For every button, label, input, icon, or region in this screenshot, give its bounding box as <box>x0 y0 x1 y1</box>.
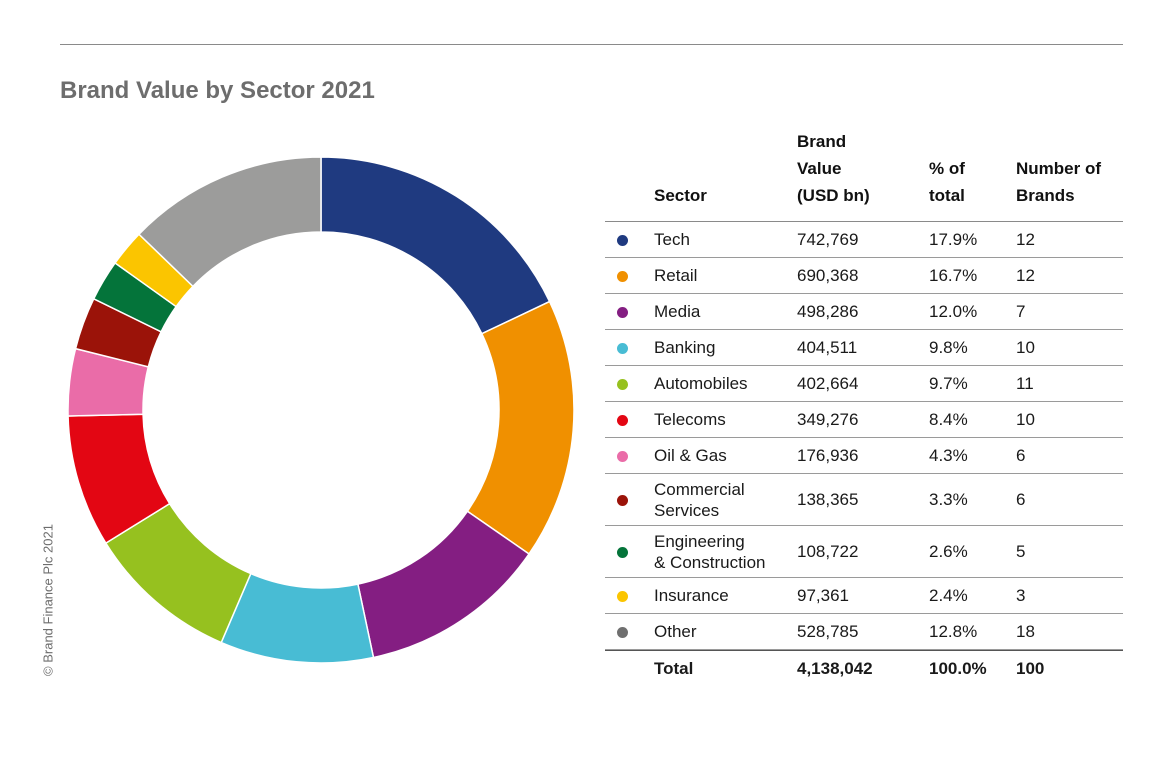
legend-dot-icon <box>617 590 628 602</box>
table-row: Insurance 97,361 2.4% 3 <box>605 578 1123 614</box>
sector-name: Insurance <box>654 586 729 605</box>
table-row: Media 498,286 12.0% 7 <box>605 294 1123 330</box>
legend-dot-icon <box>617 270 628 282</box>
brand-count: 6 <box>1016 446 1026 465</box>
table-row: Banking 404,511 9.8% 10 <box>605 330 1123 366</box>
percent-of-total: 8.4% <box>929 410 968 429</box>
brand-value: 176,936 <box>797 446 859 465</box>
sector-name: Banking <box>654 338 716 357</box>
total-label: Total <box>654 659 694 678</box>
sector-name: Engineering & Construction <box>654 531 766 572</box>
table-row: Automobiles 402,664 9.7% 11 <box>605 366 1123 402</box>
legend-dot-icon <box>617 494 628 506</box>
table-header: Sector Brand Value (USD bn) % of total N… <box>605 132 1123 222</box>
sector-name: Automobiles <box>654 374 748 393</box>
brand-count: 10 <box>1016 338 1035 357</box>
brand-value: 402,664 <box>797 374 859 393</box>
legend-dot-icon <box>617 234 628 246</box>
total-row: Total 4,138,042 100.0% 100 <box>605 651 1123 687</box>
percent-of-total: 4.3% <box>929 446 968 465</box>
sector-name: Retail <box>654 266 698 285</box>
legend-dot-icon <box>617 306 628 318</box>
table-body: Tech 742,769 17.9% 12 Retail 690,368 16.7% 12 Me… <box>605 222 1123 650</box>
brand-value: 742,769 <box>797 230 859 249</box>
brand-count: 7 <box>1016 302 1026 321</box>
brand-value: 138,365 <box>797 490 859 509</box>
table-row: Oil & Gas 176,936 4.3% 6 <box>605 438 1123 474</box>
brand-value: 498,286 <box>797 302 859 321</box>
legend-dot-icon <box>617 378 628 390</box>
brand-count: 11 <box>1016 374 1034 393</box>
legend-dot-icon <box>617 414 628 426</box>
sector-name: Other <box>654 622 697 641</box>
table-row: Telecoms 349,276 8.4% 10 <box>605 402 1123 438</box>
percent-of-total: 2.6% <box>929 542 968 561</box>
top-rule <box>60 44 1123 45</box>
percent-of-total: 9.8% <box>929 338 968 357</box>
donut-slice-retail <box>466 300 575 555</box>
brand-count: 18 <box>1016 622 1035 641</box>
donut-chart <box>67 156 575 664</box>
table-row: Other 528,785 12.8% 18 <box>605 614 1123 650</box>
sector-name: Oil & Gas <box>654 446 727 465</box>
percent-of-total: 12.8% <box>929 622 978 641</box>
legend-dot-icon <box>617 626 628 638</box>
brand-count: 6 <box>1016 490 1026 509</box>
brand-count: 10 <box>1016 410 1035 429</box>
percent-of-total: 9.7% <box>929 374 968 393</box>
total-count: 100 <box>1016 659 1045 678</box>
brand-count: 12 <box>1016 230 1035 249</box>
header-number-of-brands: Number of Brands <box>1016 159 1101 205</box>
brand-value: 349,276 <box>797 410 859 429</box>
brand-count: 5 <box>1016 542 1026 561</box>
header-sector: Sector <box>654 186 707 205</box>
brand-value: 528,785 <box>797 622 859 641</box>
table-row: Tech 742,769 17.9% 12 <box>605 222 1123 258</box>
sector-name: Media <box>654 302 701 321</box>
header-percent: % of total <box>929 159 965 205</box>
table-row: Commercial Services 138,365 3.3% 6 <box>605 474 1123 526</box>
sector-name: Tech <box>654 230 690 249</box>
percent-of-total: 12.0% <box>929 302 978 321</box>
total-percent: 100.0% <box>929 659 987 678</box>
brand-value: 690,368 <box>797 266 859 285</box>
brand-count: 3 <box>1016 586 1026 605</box>
header-brand-value: Brand Value (USD bn) <box>797 132 870 205</box>
percent-of-total: 2.4% <box>929 586 968 605</box>
brand-value: 97,361 <box>797 586 849 605</box>
percent-of-total: 3.3% <box>929 490 968 509</box>
percent-of-total: 16.7% <box>929 266 978 285</box>
brand-value: 108,722 <box>797 542 859 561</box>
sector-name: Telecoms <box>654 410 726 429</box>
donut-slice-tech <box>320 156 551 335</box>
sector-name: Commercial Services <box>654 479 745 520</box>
brand-count: 12 <box>1016 266 1035 285</box>
total-rule <box>605 650 1123 651</box>
chart-title: Brand Value by Sector 2021 <box>60 77 375 104</box>
table-row: Retail 690,368 16.7% 12 <box>605 258 1123 294</box>
legend-dot-icon <box>617 450 628 462</box>
percent-of-total: 17.9% <box>929 230 978 249</box>
brand-value: 404,511 <box>797 338 858 357</box>
donut-slice-other <box>137 156 322 288</box>
table-row: Engineering & Construction 108,722 2.6% 5 <box>605 526 1123 578</box>
sector-table: Sector Brand Value (USD bn) % of total N… <box>605 132 1123 687</box>
legend-dot-icon <box>617 342 628 354</box>
total-value: 4,138,042 <box>797 659 873 678</box>
legend-dot-icon <box>617 546 628 558</box>
